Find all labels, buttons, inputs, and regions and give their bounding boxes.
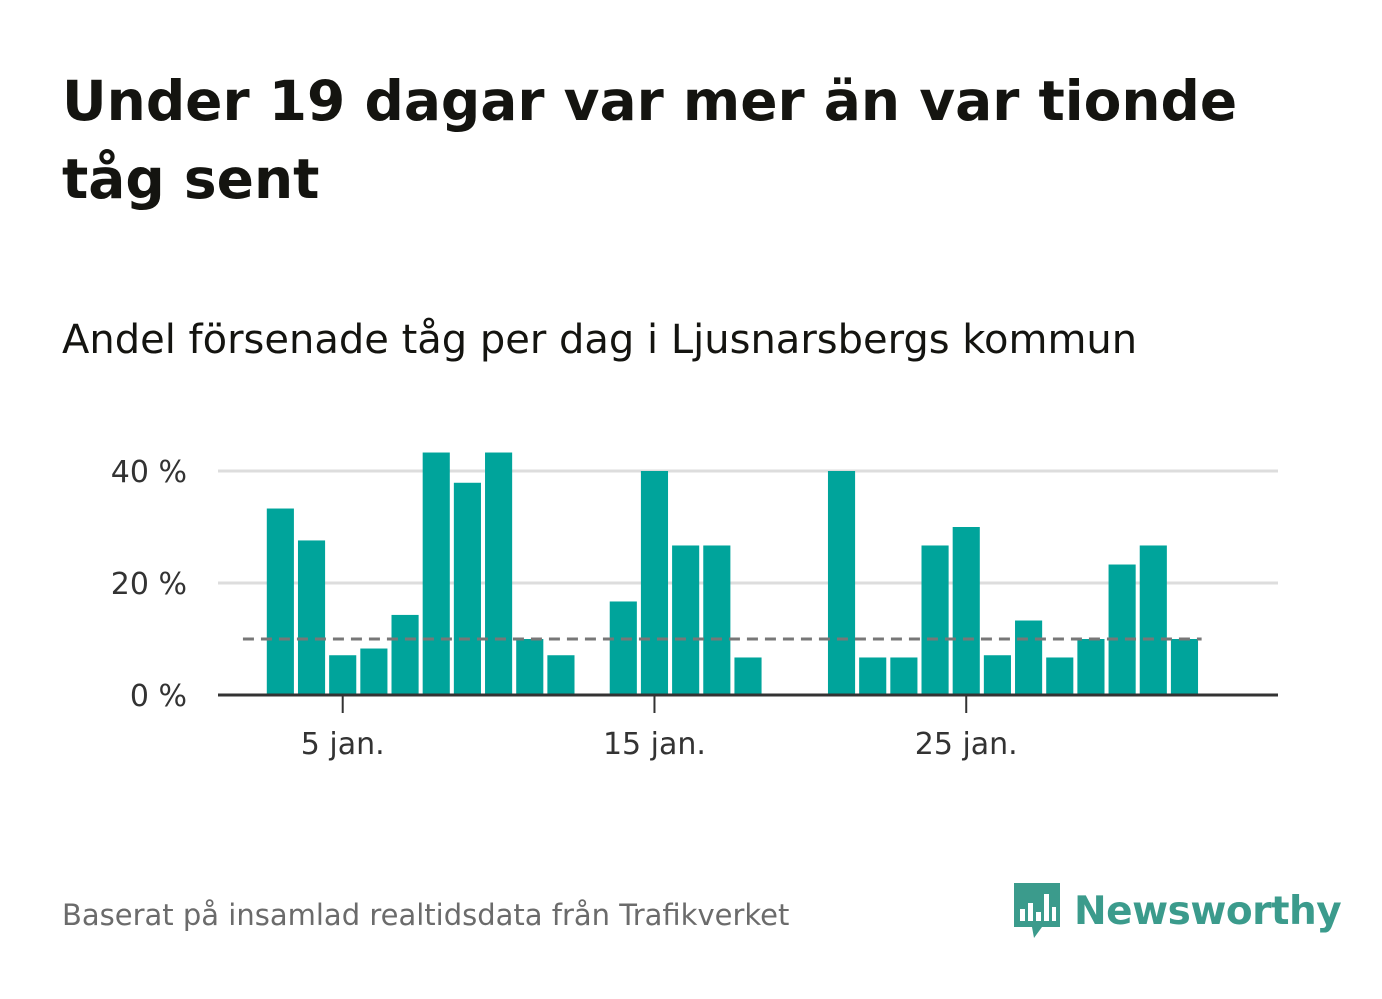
bar bbox=[983, 655, 1011, 695]
bar bbox=[329, 655, 357, 695]
bar bbox=[1170, 639, 1199, 695]
source-note: Baserat på insamlad realtidsdata från Tr… bbox=[62, 898, 790, 932]
bar bbox=[672, 545, 700, 695]
bar bbox=[422, 452, 450, 695]
bar bbox=[1077, 639, 1105, 695]
x-tick-label: 15 jan. bbox=[603, 727, 706, 762]
bar bbox=[952, 527, 980, 695]
bar bbox=[703, 545, 731, 695]
axes: 0 % 20 % 40 % 5 jan. 15 jan. 25 jan. bbox=[111, 455, 1278, 762]
bars bbox=[266, 452, 1199, 695]
bar bbox=[485, 452, 513, 695]
bar bbox=[1015, 620, 1043, 695]
y-tick-label: 40 % bbox=[111, 455, 187, 490]
bar bbox=[266, 508, 294, 695]
chart-title: Under 19 dagar var mer än var tionde tåg… bbox=[62, 69, 1238, 211]
bar bbox=[859, 657, 887, 695]
x-tick-label: 5 jan. bbox=[301, 727, 385, 762]
bar bbox=[360, 648, 388, 695]
bar bbox=[1046, 657, 1074, 695]
newsworthy-logo: Newsworthy bbox=[1012, 880, 1342, 942]
bar bbox=[297, 540, 326, 695]
bar bbox=[516, 639, 544, 695]
bar bbox=[391, 614, 419, 695]
y-tick-label: 20 % bbox=[111, 567, 187, 602]
chart-subtitle: Andel försenade tåg per dag i Ljusnarsbe… bbox=[62, 317, 1138, 363]
logo-text: Newsworthy bbox=[1074, 888, 1342, 934]
bar bbox=[640, 471, 669, 695]
bar bbox=[1108, 564, 1136, 695]
bar bbox=[827, 471, 856, 695]
x-tick-label: 25 jan. bbox=[915, 727, 1018, 762]
bar bbox=[1139, 545, 1167, 695]
bar bbox=[890, 657, 918, 695]
y-tick-label: 0 % bbox=[130, 679, 187, 714]
bar bbox=[547, 655, 575, 695]
bar bbox=[453, 482, 481, 695]
bar bbox=[609, 601, 637, 695]
newsworthy-bars-icon bbox=[1014, 883, 1060, 938]
grid-lines bbox=[218, 469, 1278, 585]
bar bbox=[921, 545, 949, 695]
bar bbox=[734, 657, 762, 695]
